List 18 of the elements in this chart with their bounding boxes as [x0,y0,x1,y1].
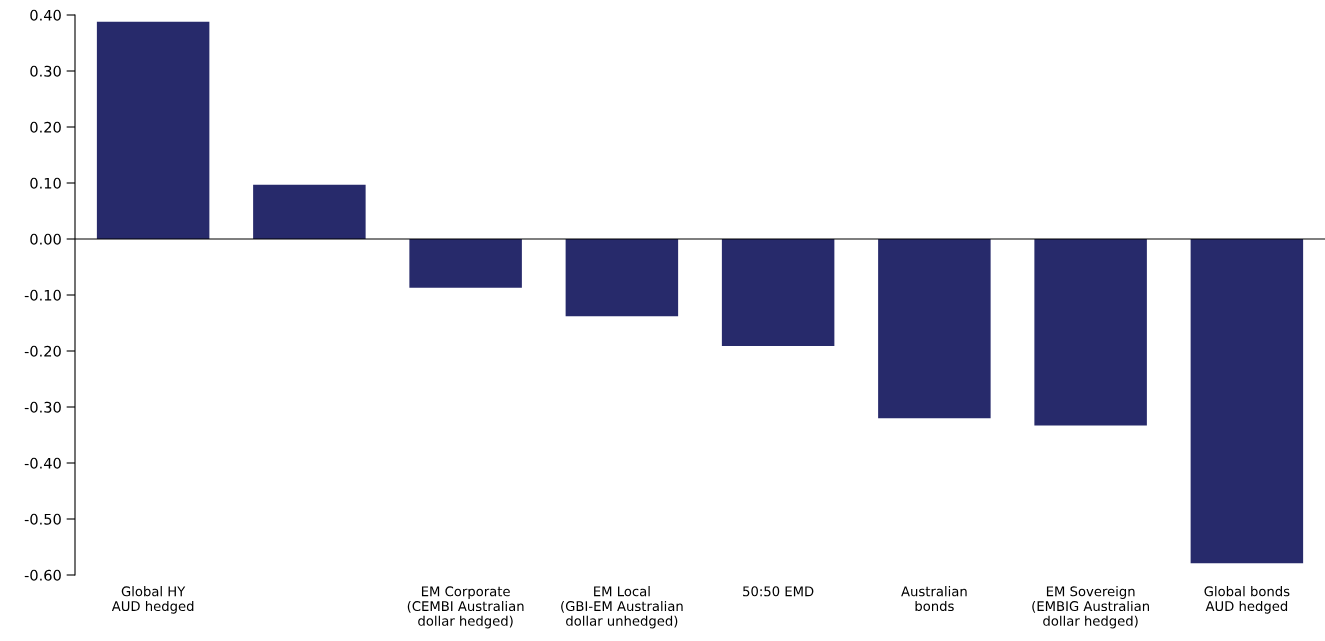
y-tick-label: -0.10 [24,289,61,301]
x-tick-label: Australian bonds [901,586,967,612]
y-tick-label: 0.40 [30,9,61,21]
y-tick-label: 0.20 [30,121,61,133]
y-tick-label: -0.40 [24,457,61,469]
x-tick-label: Global HY AUD hedged [111,586,194,614]
y-tick-label: -0.50 [24,513,61,525]
x-tick-label: EM Corporate (CEMBI Australian dollar hedged) [407,586,524,629]
y-tick-label: -0.20 [24,345,61,357]
y-tick-label: 0.10 [30,177,61,189]
x-tick-label: Global bonds AUD hedged [1204,586,1290,614]
x-tick-label: EM Sovereign (EMBIG Australian dollar hedged) [1032,586,1149,629]
x-tick-label: 50:50 EMD [743,586,814,597]
y-tick-label: 0.00 [30,233,61,245]
y-tick-label: -0.60 [24,569,61,581]
y-tick-label: -0.30 [24,401,61,413]
x-tick-label: EM Local (GBI-EM Australian dollar unhedged) [561,586,683,629]
y-tick-label: 0.30 [30,65,61,77]
